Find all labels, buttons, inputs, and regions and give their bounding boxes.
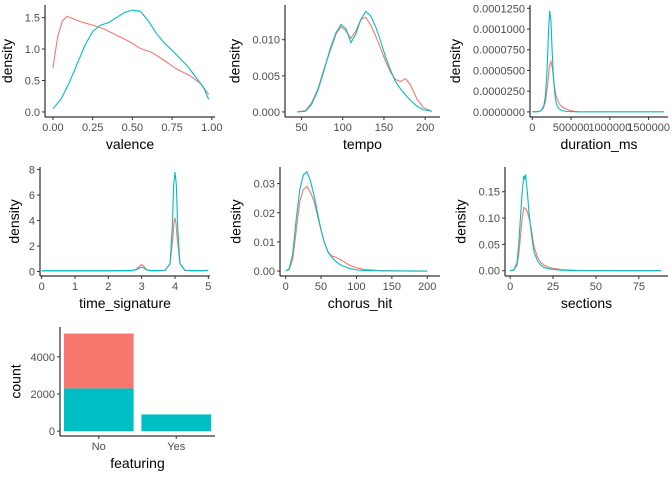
panel-chorus-hit: 0 50 100 150 200 0.00 0.01 0.02 0.03 chorus_hit de… <box>228 167 440 311</box>
sections-density-line-2 <box>510 174 662 272</box>
chorus-hit-x-tick-label: 150 <box>383 281 401 293</box>
duration-ms-x-tick-label: 1000000 <box>588 122 631 134</box>
duration-ms-y-tick-label: 0.0001250 <box>473 3 525 15</box>
bar-no-segment-2 <box>63 333 134 389</box>
time-signature-x-tick-label: 0 <box>39 281 45 293</box>
tempo-x-tick-label: 50 <box>295 122 307 134</box>
chorus-hit-density-line-2 <box>285 171 428 272</box>
chorus-hit-density-line-1 <box>285 185 428 272</box>
bar-yes-segment-1 <box>141 414 212 432</box>
sections-x-tick-label: 50 <box>590 281 602 293</box>
time-signature-y-tick-label: 6 <box>29 190 35 202</box>
tempo-density-line-2 <box>297 10 432 113</box>
chorus-hit-y-tick-label: 0.02 <box>254 208 275 220</box>
featuring-x-tick-label: Yes <box>167 441 185 453</box>
chorus-hit-y-tick-label: 0.00 <box>254 266 275 278</box>
duration-ms-y-tick-label: 0.0000750 <box>473 45 525 57</box>
chorus-hit-x-tick-label: 200 <box>418 281 436 293</box>
sections-y-tick-label: 0.15 <box>479 187 500 199</box>
valence-y-tick-label: 0.0 <box>25 107 40 119</box>
chorus-hit-y-tick-label: 0.01 <box>254 237 275 249</box>
time-signature-x-tick-label: 1 <box>72 281 78 293</box>
sections-x-tick-label: 0 <box>507 281 513 293</box>
tempo-x-tick-label: 200 <box>416 122 434 134</box>
panel-featuring: No Yes 0 2000 4000 featuring count <box>8 327 215 471</box>
time-signature-x-tick-label: 2 <box>105 281 111 293</box>
tempo-y-axis-title: density <box>227 39 243 83</box>
panel-time-signature: 0 1 2 3 4 5 0 2 4 6 8 time_signature density <box>6 165 211 311</box>
time-signature-y-tick-label: 8 <box>29 165 35 177</box>
time-signature-y-axis-title: density <box>6 199 22 243</box>
time-signature-y-tick-label: 0 <box>29 267 35 279</box>
time-signature-x-tick-label: 5 <box>205 281 211 293</box>
featuring-x-axis-title: featuring <box>110 455 164 471</box>
time-signature-density-line-1 <box>41 217 209 272</box>
chorus-hit-x-tick-label: 0 <box>283 281 289 293</box>
time-signature-x-tick-label: 3 <box>139 281 145 293</box>
tempo-x-tick-label: 100 <box>334 122 352 134</box>
time-signature-y-tick-label: 4 <box>29 216 35 228</box>
valence-y-tick-label: 1.5 <box>25 13 40 25</box>
sections-x-axis-title: sections <box>561 295 612 311</box>
chorus-hit-y-tick-label: 0.03 <box>254 179 275 191</box>
duration-ms-x-axis-title: duration_ms <box>560 136 637 152</box>
duration-ms-density-line-1 <box>532 59 579 113</box>
time-signature-density-line-2 <box>41 172 209 272</box>
valence-y-axis-title: density <box>0 39 15 83</box>
chorus-hit-y-axis-title: density <box>228 199 244 243</box>
sections-x-tick-label: 25 <box>547 281 559 293</box>
panel-valence: 0.00 0.25 0.50 0.75 1.00 0.0 0.5 1.0 1.5 valence d… <box>0 5 223 152</box>
tempo-y-tick-label: 0.005 <box>252 71 280 83</box>
duration-ms-y-tick-label: 0.0000500 <box>473 65 525 77</box>
tempo-x-axis-title: tempo <box>343 136 382 152</box>
chorus-hit-x-axis-title: chorus_hit <box>328 295 393 311</box>
featuring-y-axis-title: count <box>8 364 24 398</box>
duration-ms-y-tick-label: 0.0000250 <box>473 86 525 98</box>
duration-ms-y-tick-label: 0.0001000 <box>473 24 525 36</box>
sections-y-tick-label: 0.05 <box>479 239 500 251</box>
valence-x-tick-label: 0.00 <box>42 122 63 134</box>
time-signature-x-axis-title: time_signature <box>79 295 171 311</box>
duration-ms-x-tick-label: 500000 <box>553 122 590 134</box>
sections-y-tick-label: 0.00 <box>479 266 500 278</box>
time-signature-x-tick-label: 4 <box>172 281 178 293</box>
featuring-y-tick-label: 4000 <box>31 352 55 364</box>
tempo-density-line-1 <box>297 16 432 113</box>
featuring-y-tick-label: 2000 <box>31 389 55 401</box>
chorus-hit-x-tick-label: 50 <box>315 281 327 293</box>
duration-ms-x-tick-label: 0 <box>529 122 535 134</box>
sections-y-tick-label: 0.10 <box>479 213 500 225</box>
time-signature-y-tick-label: 2 <box>29 241 35 253</box>
valence-x-tick-label: 1.00 <box>201 122 222 134</box>
sections-density-line-1 <box>510 206 662 272</box>
panel-sections: 0 25 50 75 0.00 0.05 0.10 0.15 sections density <box>453 167 668 311</box>
tempo-y-tick-label: 0.000 <box>252 107 280 119</box>
panel-tempo: 50 100 150 200 0.000 0.005 0.010 tempo density <box>227 5 440 152</box>
duration-ms-x-tick-label: 1500000 <box>627 122 670 134</box>
duration-ms-y-axis-title: density <box>447 39 463 83</box>
featuring-x-tick-label: No <box>92 441 106 453</box>
featuring-y-tick-label: 0 <box>49 426 55 438</box>
valence-x-tick-label: 0.75 <box>161 122 182 134</box>
valence-density-line-2 <box>52 9 210 110</box>
valence-y-tick-label: 0.5 <box>25 76 40 88</box>
duration-ms-y-tick-label: 0.0000000 <box>473 107 525 119</box>
tempo-x-tick-label: 150 <box>375 122 393 134</box>
tempo-y-tick-label: 0.010 <box>252 35 280 47</box>
bar-no-segment-1 <box>63 388 134 432</box>
duration-ms-density-line-2 <box>532 10 665 113</box>
sections-y-axis-title: density <box>453 199 469 243</box>
sections-x-tick-label: 75 <box>633 281 645 293</box>
chorus-hit-x-tick-label: 100 <box>347 281 365 293</box>
valence-x-tick-label: 0.25 <box>82 122 103 134</box>
valence-y-tick-label: 1.0 <box>25 44 40 56</box>
valence-density-line-1 <box>52 15 210 95</box>
valence-x-axis-title: valence <box>106 136 154 152</box>
valence-x-tick-label: 0.50 <box>122 122 143 134</box>
